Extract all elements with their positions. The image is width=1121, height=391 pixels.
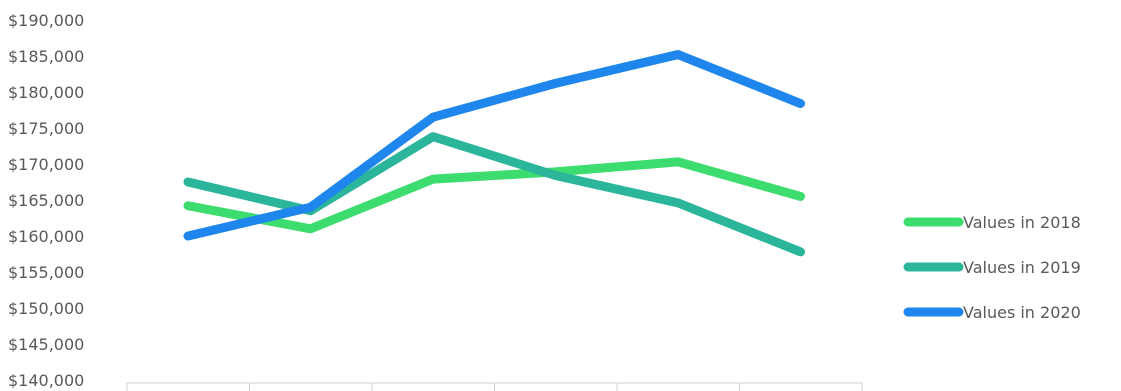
y-axis: $140,000 $145,000 $150,000 $155,000 $160,000… xyxy=(8,11,84,390)
y-tick-label: $155,000 xyxy=(8,263,84,282)
legend-entry: Values in 2020 xyxy=(903,303,1081,322)
legend-label: Values in 2019 xyxy=(963,258,1081,277)
legend-entry: Values in 2019 xyxy=(903,258,1081,277)
y-tick-label: $150,000 xyxy=(8,299,84,318)
x-category-cell xyxy=(249,382,373,391)
series-line-2 xyxy=(183,132,805,257)
series-line-1 xyxy=(183,157,805,234)
series-line-3 xyxy=(183,50,805,241)
x-category-cell xyxy=(616,382,740,391)
x-category-cell xyxy=(739,382,863,391)
x-category-cell xyxy=(371,382,495,391)
legend-entry: Values in 2018 xyxy=(903,213,1081,232)
plot-area xyxy=(183,50,805,257)
y-tick-label: $185,000 xyxy=(8,47,84,66)
y-tick-label: $180,000 xyxy=(8,83,84,102)
x-category-cell xyxy=(126,382,250,391)
y-tick-label: $160,000 xyxy=(8,227,84,246)
y-tick-label: $175,000 xyxy=(8,119,84,138)
x-axis xyxy=(126,382,863,391)
x-category-cell xyxy=(494,382,618,391)
legend-label: Values in 2020 xyxy=(963,303,1081,322)
y-tick-label: $170,000 xyxy=(8,155,84,174)
legend-label: Values in 2018 xyxy=(963,213,1081,232)
y-tick-label: $145,000 xyxy=(8,335,84,354)
y-tick-label: $165,000 xyxy=(8,191,84,210)
legend: Values in 2018 Values in 2019 Values in 20… xyxy=(903,213,1081,322)
y-tick-label: $190,000 xyxy=(8,11,84,30)
y-tick-label: $140,000 xyxy=(8,371,84,390)
